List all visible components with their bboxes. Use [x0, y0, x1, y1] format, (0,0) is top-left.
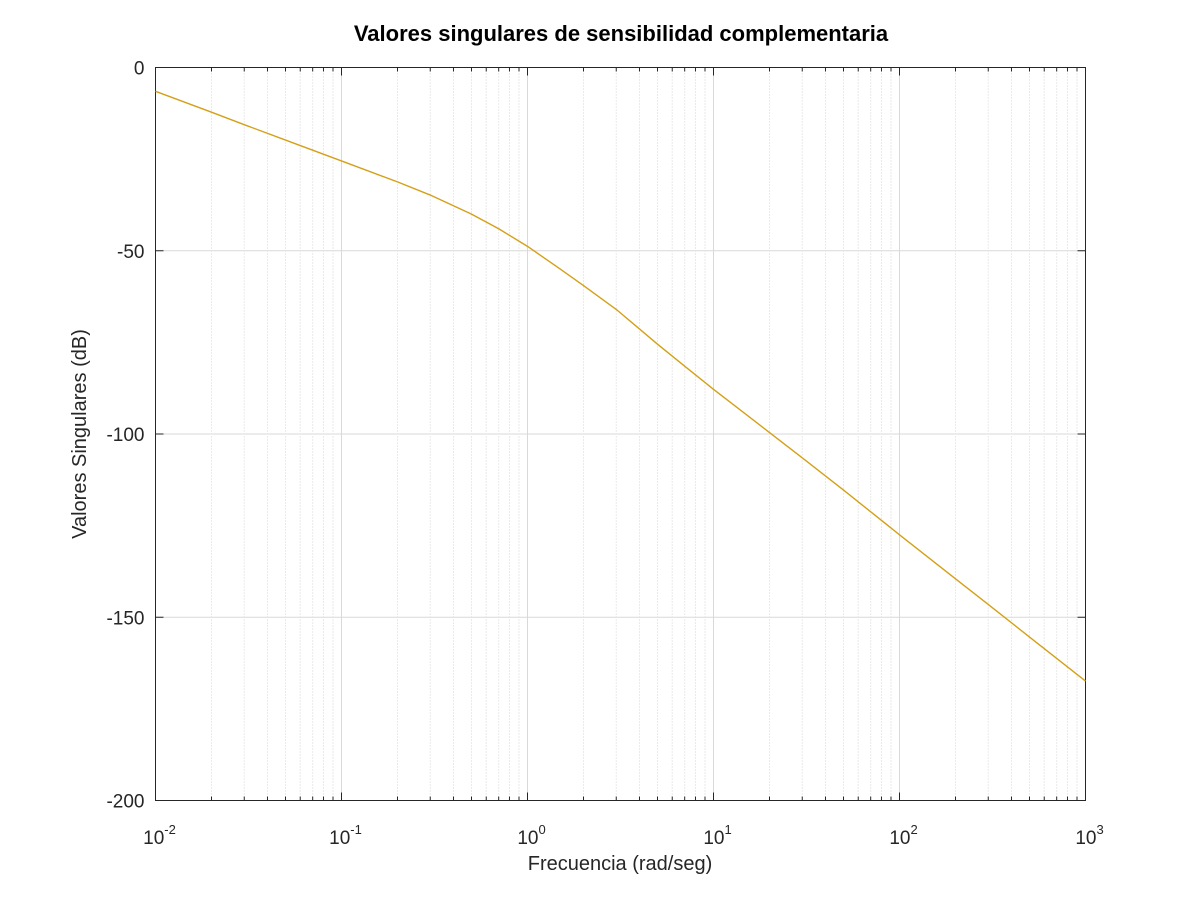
x-axis-label: Frecuencia (rad/seg): [528, 853, 713, 875]
y-tick-label: -150: [106, 608, 144, 629]
x-tick-label: 103: [1075, 822, 1103, 849]
y-tick-label: 0: [134, 59, 145, 80]
series-layer: [155, 90, 1086, 682]
x-tick-labels: 10-2 10-1 100 101 102 103: [143, 822, 1104, 849]
y-tick-label: -200: [106, 792, 144, 813]
chart-title: Valores singulares de sensibilidad compl…: [354, 21, 889, 46]
y-axis-label: Valores Singulares (dB): [69, 329, 91, 539]
y-tick-labels: 0 -50 -100 -150 -200: [106, 59, 144, 813]
x-tick-label: 10-1: [329, 822, 362, 849]
y-tick-label: -50: [117, 242, 144, 263]
ticks: [155, 67, 1086, 801]
series-line: [155, 90, 1086, 682]
x-tick-label: 101: [703, 822, 731, 849]
y-tick-label: -100: [106, 425, 144, 446]
grid: [155, 67, 1086, 801]
x-tick-label: 102: [889, 822, 917, 849]
x-tick-label: 10-2: [143, 822, 176, 849]
x-tick-label: 100: [517, 822, 545, 849]
